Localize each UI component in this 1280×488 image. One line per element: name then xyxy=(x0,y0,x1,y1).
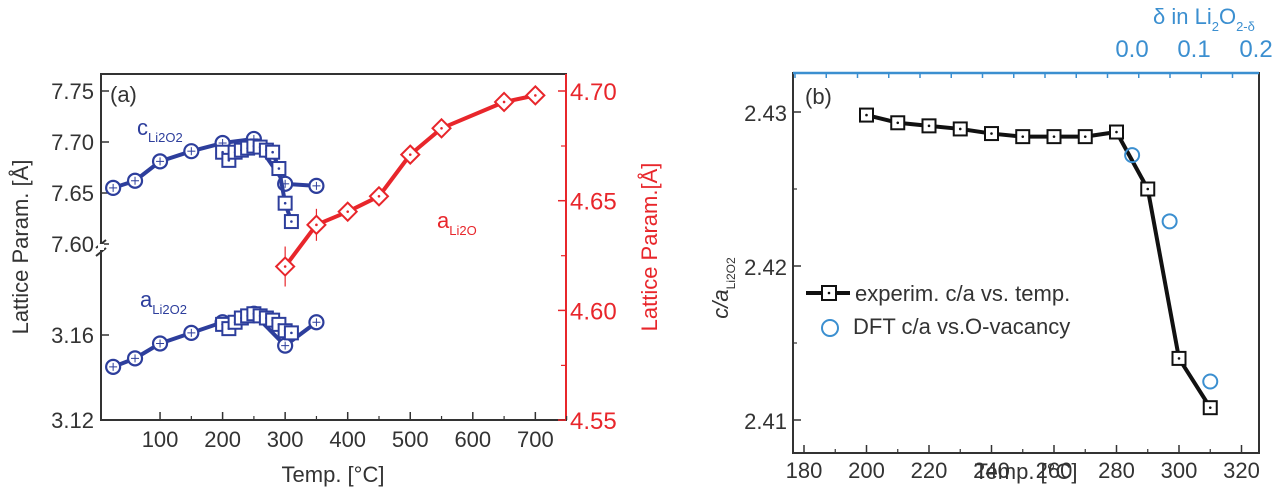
y-tick-label: 2.42 xyxy=(744,255,787,280)
a-li2o-annotation: aLi2O xyxy=(437,208,477,238)
marker-dot xyxy=(346,210,350,213)
marker-dot xyxy=(283,201,287,205)
panel-a-y-ticks: 7.75 7.70 7.65 7.60 3.16 3.12 4.70 4.65 4.60 4.55 xyxy=(51,79,617,435)
panel-a-x-ticks: 100 200 300 400 500 600 700 xyxy=(142,412,568,452)
marker-dot xyxy=(1052,135,1056,138)
panel-a-series xyxy=(105,84,546,375)
y-right-tick-label: 4.70 xyxy=(570,79,617,106)
x-tick-label: 260 xyxy=(1036,458,1073,483)
legend-exp-dot xyxy=(827,291,831,295)
y-tick-label: 7.70 xyxy=(51,130,94,155)
series-square xyxy=(215,138,299,230)
marker-dot xyxy=(1021,135,1025,138)
marker-dot xyxy=(440,126,443,130)
x-tick-label: 500 xyxy=(392,427,429,452)
x-tick-label: 220 xyxy=(911,458,948,483)
marker-dot xyxy=(1146,187,1150,191)
x-tick-label: 200 xyxy=(204,427,241,452)
panel-a-frame xyxy=(100,73,567,421)
x-tick-label: 280 xyxy=(1098,458,1135,483)
top-tick-label: 0.2 xyxy=(1239,36,1272,63)
y-tick-label: 7.60 xyxy=(51,232,94,257)
series-line xyxy=(866,113,1212,409)
marker-dot xyxy=(958,127,962,131)
marker-dot xyxy=(277,167,281,170)
panel-a: 100 200 300 400 500 600 700 7.75 7.70 7.65 7.60 3.… xyxy=(8,73,662,487)
panel-a-y-title-left: Lattice Param. [Å] xyxy=(8,160,33,335)
marker-dot xyxy=(221,150,224,154)
x-tick-label: 700 xyxy=(517,427,554,452)
marker-dot xyxy=(1115,130,1118,134)
marker-dot xyxy=(271,150,274,154)
y-tick-label: 2.41 xyxy=(744,409,787,434)
x-tick-label: 300 xyxy=(267,427,304,452)
panel-a-label: (a) xyxy=(110,82,137,107)
x-tick-label: 180 xyxy=(786,458,823,483)
marker-dot xyxy=(377,195,381,198)
a-li2o2-annotation: aLi2O2 xyxy=(140,287,187,317)
panel-b-label: (b) xyxy=(805,84,832,109)
panel-b-y-ticks: 2.43 2.42 2.41 xyxy=(744,101,801,434)
series-open-circle xyxy=(1124,147,1219,390)
x-tick-label: 200 xyxy=(848,458,885,483)
series-circle xyxy=(105,130,325,196)
top-tick-label: 0.1 xyxy=(1177,36,1210,63)
y-tick-label: 7.75 xyxy=(51,79,94,104)
marker-dot xyxy=(1208,406,1212,409)
panel-b-x-title: Temp. [°C] xyxy=(975,459,1078,484)
panel-b-top-ticks: 0.0 0.1 0.2 xyxy=(794,36,1273,78)
panel-b-series xyxy=(859,107,1219,416)
marker-dot xyxy=(1083,135,1087,138)
y-tick-label: 3.16 xyxy=(51,323,94,348)
y-tick-label: 2.43 xyxy=(744,101,787,126)
legend-dft-label: DFT c/a vs.O-vacancy xyxy=(853,314,1070,339)
marker-dot xyxy=(408,153,412,156)
y-right-tick-label: 4.55 xyxy=(570,408,617,435)
y-tick-label: 7.65 xyxy=(51,181,94,206)
top-tick-label: 0.0 xyxy=(1115,36,1148,63)
marker-dot xyxy=(1177,357,1181,360)
open-circle-marker xyxy=(1161,213,1178,230)
x-tick-label: 300 xyxy=(1161,458,1198,483)
marker-dot xyxy=(927,124,931,128)
c-li2o2-annotation: cLi2O2 xyxy=(137,115,183,145)
y-tick-label: 3.12 xyxy=(51,408,94,433)
marker-dot xyxy=(227,159,231,162)
legend-dft-circle-icon xyxy=(821,319,839,337)
series-square xyxy=(215,306,299,341)
legend-exp-label: experim. c/a vs. temp. xyxy=(855,281,1070,306)
open-circle-marker xyxy=(1124,147,1141,164)
marker-dot xyxy=(534,94,537,97)
y-right-tick-label: 4.60 xyxy=(570,298,617,325)
marker-dot xyxy=(283,265,287,268)
marker-dot xyxy=(290,331,293,335)
series-square xyxy=(859,107,1218,416)
x-tick-label: 320 xyxy=(1223,458,1260,483)
x-tick-label: 100 xyxy=(142,427,179,452)
marker-dot xyxy=(315,223,318,227)
x-tick-label: 240 xyxy=(973,458,1010,483)
series-diamond xyxy=(274,84,546,287)
y-right-tick-label: 4.65 xyxy=(570,189,617,216)
panel-b-y-title: c/aLi2O2 xyxy=(708,257,738,319)
legend: experim. c/a vs. temp. DFT c/a vs.O-vaca… xyxy=(806,281,1070,339)
x-tick-label: 600 xyxy=(454,427,491,452)
panel-b: 180 200 220 240 260 280 300 320 2.43 2.42 2.41 0.… xyxy=(708,4,1273,484)
open-circle-marker xyxy=(1202,373,1219,390)
marker-dot xyxy=(502,100,506,104)
marker-dot xyxy=(990,132,993,135)
top-axis-title: δ in Li2O2-δ xyxy=(1153,4,1255,34)
marker-dot xyxy=(865,113,868,117)
panel-a-x-title: Temp. [°C] xyxy=(282,462,385,487)
marker-dot xyxy=(290,220,293,223)
marker-dot xyxy=(896,121,900,125)
panel-a-y-title-right: Lattice Param.[Å] xyxy=(637,163,662,332)
panel-b-x-ticks: 180 200 220 240 260 280 300 320 xyxy=(786,445,1260,483)
x-tick-label: 400 xyxy=(329,427,366,452)
axis-break-gap xyxy=(98,244,104,250)
